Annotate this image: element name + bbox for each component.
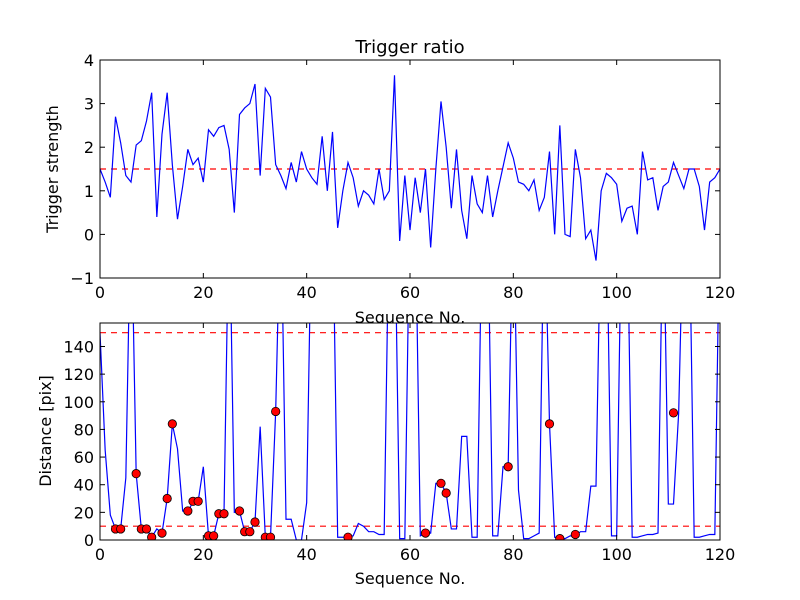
y-axis-label: Trigger strength: [43, 105, 62, 234]
x-tick-label: 60: [400, 545, 420, 564]
data-point-31: [668, 408, 679, 418]
data-point-9: [183, 506, 193, 516]
y-tick-label: 3: [84, 95, 94, 114]
x-tick-label: 40: [296, 545, 316, 564]
y-tick-label: 1: [84, 182, 94, 201]
data-point-6: [157, 528, 167, 538]
x-tick-label: 60: [400, 283, 420, 302]
data-point-21: [265, 532, 276, 540]
data-point-28: [544, 419, 555, 429]
data-point-16: [234, 506, 245, 516]
y-tick-label: −1: [70, 269, 94, 288]
x-tick-label: 80: [503, 283, 523, 302]
data-point-2: [131, 469, 141, 479]
y-axis-label: Distance [pix]: [36, 375, 55, 487]
axis-ticks: 0 20 40 60 80 100 120 0 20 40 60 80 100 120 140: [63, 323, 735, 564]
y-tick-label: 4: [84, 51, 94, 70]
y-tick-label: 100: [63, 393, 94, 412]
distance-chart: 0 20 40 60 80 100 120 0 20 40 60 80 100 120 140 Sequen…: [36, 322, 735, 588]
x-tick-label: 40: [296, 283, 316, 302]
data-point-1: [116, 524, 126, 534]
y-tick-label: 40: [74, 476, 94, 495]
data-point-19: [250, 517, 260, 527]
x-tick-label: 100: [601, 545, 632, 564]
plot-area: [100, 75, 720, 261]
data-point-30: [570, 529, 580, 540]
x-axis-label: Sequence No.: [355, 308, 466, 327]
data-point-24: [420, 528, 431, 538]
data-point-27: [503, 462, 513, 472]
x-tick-label: 100: [601, 283, 632, 302]
y-tick-label: 0: [84, 225, 94, 244]
plot-area: [100, 323, 720, 540]
data-point-18: [245, 527, 255, 537]
data-point-26: [441, 488, 451, 498]
axes-background: [100, 323, 720, 540]
y-tick-label: 0: [84, 531, 94, 550]
y-tick-label: 120: [63, 365, 94, 384]
y-tick-label: 140: [63, 337, 94, 356]
data-point-29: [555, 534, 565, 540]
y-tick-label: 20: [74, 503, 94, 522]
chart-title: Trigger ratio: [354, 37, 464, 58]
data-point-13: [209, 531, 219, 540]
data-point-11: [193, 496, 203, 506]
data-point-15: [219, 509, 229, 519]
x-tick-label: 20: [193, 283, 213, 302]
data-point-25: [436, 478, 446, 488]
data-point-23: [343, 532, 353, 540]
data-point-7: [162, 493, 172, 504]
x-axis-label: Sequence No.: [355, 569, 466, 588]
x-tick-label: 20: [193, 545, 213, 564]
data-point-8: [167, 419, 177, 429]
y-tick-label: 80: [74, 420, 94, 439]
data-point-5: [147, 532, 157, 540]
data-point-22: [271, 406, 281, 417]
y-tick-label: 2: [84, 138, 94, 157]
y-tick-label: 60: [74, 448, 94, 467]
x-tick-label: 0: [95, 283, 105, 302]
x-tick-label: 120: [705, 283, 736, 302]
data-point-4: [141, 524, 152, 534]
series-line: [100, 75, 720, 261]
x-tick-label: 0: [95, 545, 105, 564]
x-tick-label: 80: [503, 545, 523, 564]
x-tick-label: 120: [705, 545, 736, 564]
